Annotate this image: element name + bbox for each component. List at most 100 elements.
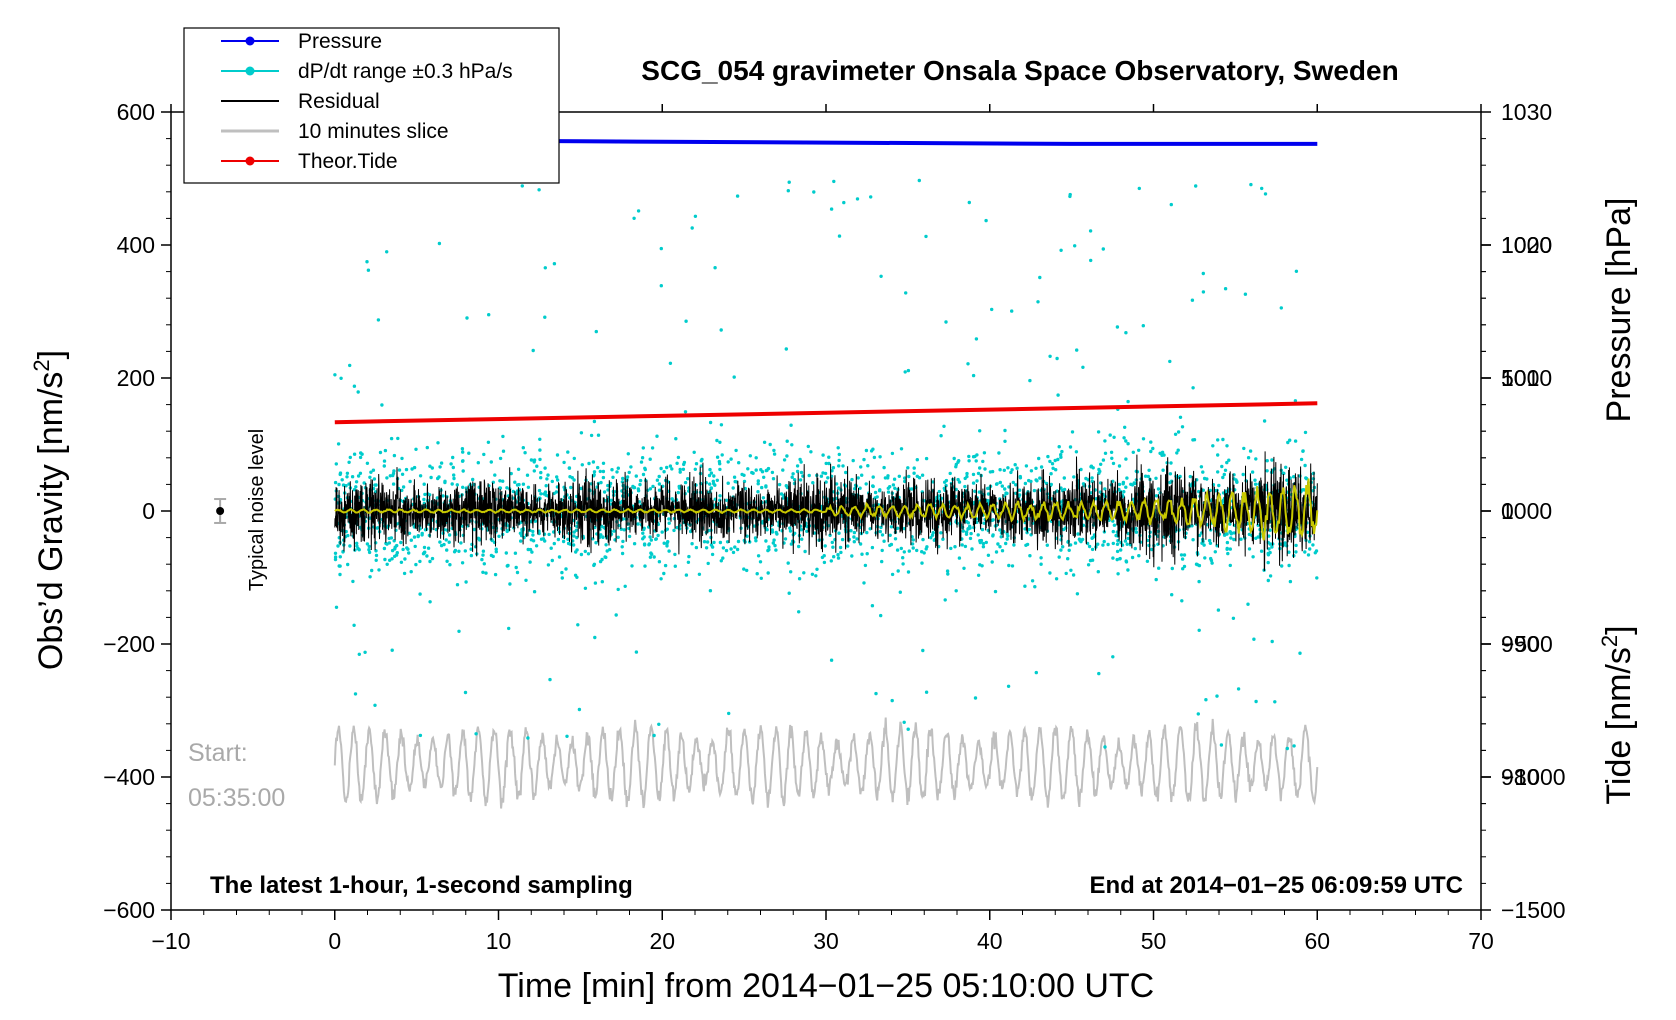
dpdt-point (1169, 202, 1174, 207)
dpdt-point (1012, 543, 1016, 547)
dpdt-point (418, 592, 422, 596)
dpdt-point (605, 549, 609, 553)
dpdt-point (567, 466, 572, 470)
dpdt-point (686, 477, 690, 481)
dpdt-point (333, 551, 338, 555)
dpdt-point (521, 482, 526, 486)
dpdt-point (706, 561, 710, 566)
dpdt-point (1178, 415, 1183, 419)
dpdt-point (990, 307, 994, 312)
dpdt-point (783, 537, 788, 541)
dpdt-point (1123, 539, 1128, 543)
dpdt-point (1049, 472, 1053, 476)
dpdt-point (1294, 543, 1298, 548)
dpdt-point (1044, 481, 1049, 486)
dpdt-point (815, 567, 819, 571)
dpdt-point (526, 485, 531, 489)
dpdt-point (1068, 445, 1073, 449)
dpdt-point (555, 478, 560, 482)
dpdt-point (429, 475, 433, 480)
dpdt-point (888, 543, 892, 548)
dpdt-point (641, 446, 645, 450)
dpdt-point (647, 543, 651, 547)
dpdt-point (1049, 482, 1054, 487)
dpdt-point (797, 577, 802, 581)
dpdt-point (1217, 483, 1221, 488)
dpdt-point (538, 457, 542, 462)
y-left-title-main: Obs’d Gravity [nm/s (32, 372, 70, 671)
dpdt-point (377, 568, 381, 572)
dpdt-point (910, 542, 915, 546)
dpdt-point (772, 538, 776, 542)
dpdt-point (731, 550, 736, 555)
dpdt-point (1208, 488, 1213, 493)
dpdt-point (1108, 433, 1112, 437)
dpdt-point (837, 531, 841, 535)
dpdt-point (561, 539, 566, 544)
dpdt-point (1168, 480, 1172, 485)
dpdt-point (550, 479, 554, 484)
dpdt-point (915, 458, 919, 462)
dpdt-point (1004, 541, 1008, 546)
dpdt-point (421, 552, 426, 556)
dpdt-point (412, 465, 417, 470)
dpdt-point (968, 536, 973, 541)
dpdt-point (1228, 522, 1232, 526)
dpdt-point (422, 497, 426, 502)
dpdt-point (406, 547, 410, 551)
dpdt-point (1273, 700, 1277, 704)
x-tick-label: 0 (328, 928, 341, 954)
dpdt-point (334, 605, 339, 609)
dpdt-point (1003, 428, 1007, 433)
dpdt-point (702, 540, 707, 544)
dpdt-point (731, 486, 735, 490)
dpdt-point (797, 610, 801, 614)
dpdt-point (1239, 537, 1243, 541)
dpdt-point (353, 692, 358, 696)
dpdt-point (547, 532, 551, 537)
dpdt-point (643, 564, 647, 568)
dpdt-point (1197, 563, 1202, 568)
dpdt-point (770, 470, 775, 475)
dpdt-point (1199, 465, 1204, 469)
dpdt-point (593, 581, 598, 585)
dpdt-point (641, 472, 646, 477)
dpdt-point (662, 541, 666, 545)
dpdt-point (515, 483, 520, 487)
dpdt-point (882, 465, 886, 470)
dpdt-point (1056, 393, 1060, 397)
dpdt-point (756, 479, 760, 483)
dpdt-point (1194, 184, 1198, 188)
dpdt-point (718, 494, 722, 498)
dpdt-point (418, 559, 422, 564)
dpdt-point (1303, 430, 1308, 435)
dpdt-point (1039, 556, 1043, 560)
dpdt-point (789, 570, 793, 574)
dpdt-point (795, 464, 800, 468)
dpdt-point (1060, 449, 1064, 454)
dpdt-point (980, 564, 984, 568)
dpdt-point (742, 473, 746, 477)
dpdt-point (865, 530, 869, 535)
dpdt-point (457, 549, 461, 553)
dpdt-point (445, 559, 449, 563)
dpdt-point (352, 623, 356, 627)
dpdt-point (732, 375, 736, 379)
y-tide-tick-label: 0 (1501, 498, 1514, 524)
dpdt-point (942, 486, 946, 491)
dpdt-point (789, 542, 794, 546)
dpdt-point (924, 690, 929, 694)
dpdt-point (944, 478, 949, 483)
dpdt-point (408, 479, 412, 484)
dpdt-point (526, 736, 530, 740)
dpdt-point (1038, 275, 1042, 280)
dpdt-point (1048, 571, 1052, 575)
dpdt-point (957, 480, 962, 484)
dpdt-point (1059, 548, 1063, 552)
dpdt-point (383, 557, 387, 562)
dpdt-point (601, 475, 606, 480)
dpdt-point (577, 707, 582, 712)
dpdt-point (1168, 359, 1172, 364)
dpdt-point (1124, 559, 1128, 563)
dpdt-point (1014, 483, 1018, 487)
